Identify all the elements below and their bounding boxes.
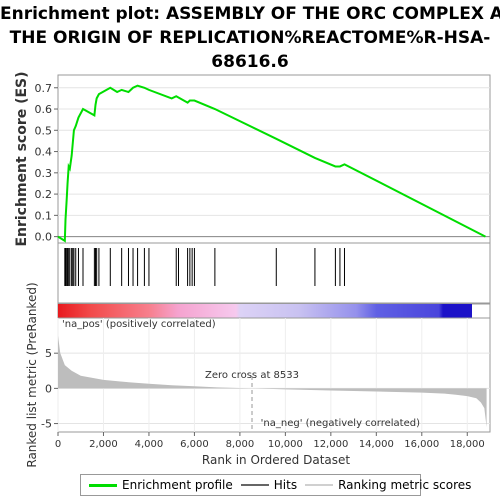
legend-label-hits: Hits	[273, 478, 298, 492]
legend-swatch-hits	[240, 484, 269, 486]
x-tick-label: 0	[55, 439, 61, 450]
x-tick-label: 4,000	[135, 439, 164, 450]
rank-color-gradient	[58, 304, 472, 318]
legend-label-ranking-metric: Ranking metric scores	[338, 478, 472, 492]
legend-item-enrichment-profile: Enrichment profile	[89, 478, 233, 492]
es-y-tick-label: 0.6	[35, 103, 53, 116]
es-y-tick-label: 0.1	[35, 209, 53, 222]
x-tick-label: 6,000	[180, 439, 209, 450]
metric-panel-frame	[57, 317, 491, 433]
negative-correlation-label: 'na_neg' (negatively correlated)	[261, 418, 420, 429]
x-axis-label: Rank in Ordered Dataset	[202, 453, 350, 467]
es-panel-frame	[57, 74, 491, 244]
metric-x-ticks: 0 2,000 4,000 6,000 8,000 10,000 12,000 14,000 1…	[55, 432, 485, 450]
zero-cross-label: Zero cross at 8533	[205, 370, 299, 381]
es-y-tick-label: 0.0	[35, 231, 53, 244]
legend-item-hits: Hits	[240, 478, 298, 492]
x-tick-label: 8,000	[226, 439, 255, 450]
rank-color-bar	[57, 303, 491, 319]
metric-y-ticks: -5 0 5	[41, 347, 58, 431]
es-panel: 0.0 0.1 0.2 0.3 0.4 0.5 0.6 0.7 Enrichment scor…	[14, 71, 491, 247]
legend-swatch-enrichment-profile	[89, 483, 117, 487]
legend-label-enrichment-profile: Enrichment profile	[122, 478, 233, 492]
x-tick-label: 14,000	[359, 439, 394, 450]
es-y-tick-label: 0.7	[35, 82, 53, 95]
hits-panel-frame	[57, 242, 491, 304]
enrichment-profile-line	[57, 84, 486, 243]
positive-correlation-label: 'na_pos' (positively correlated)	[62, 319, 216, 330]
es-y-axis-label: Enrichment score (ES)	[14, 71, 30, 246]
metric-panel: Zero cross at 8533 'na_pos' (positively …	[25, 282, 491, 468]
hits-panel	[57, 242, 491, 304]
chart-title: Enrichment plot: ASSEMBLY OF THE ORC COM…	[0, 2, 500, 74]
metric-y-tick-label: 5	[45, 347, 52, 360]
es-y-tick-label: 0.4	[35, 146, 53, 159]
hit-markers	[64, 248, 345, 286]
enrichment-plot: 0.0 0.1 0.2 0.3 0.4 0.5 0.6 0.7 Enrichment scor…	[14, 71, 491, 468]
es-y-tick-label: 0.2	[35, 188, 53, 201]
es-y-ticks: 0.0 0.1 0.2 0.3 0.4 0.5 0.6 0.7	[35, 82, 58, 244]
x-tick-label: 10,000	[268, 439, 303, 450]
metric-y-axis-label: Ranked list metric (PreRanked)	[25, 282, 39, 467]
x-tick-label: 18,000	[450, 439, 485, 450]
x-tick-label: 16,000	[404, 439, 439, 450]
title-line-1: Enrichment plot: ASSEMBLY OF THE ORC COM…	[0, 4, 500, 24]
x-tick-label: 2,000	[89, 439, 118, 450]
title-line-2: THE ORIGIN OF REPLICATION%REACTOME%R-HSA…	[9, 28, 491, 48]
legend-item-ranking-metric: Ranking metric scores	[305, 478, 471, 492]
metric-y-tick-label: -5	[41, 418, 52, 431]
x-tick-label: 12,000	[313, 439, 348, 450]
title-line-3: 68616.6	[211, 52, 289, 72]
legend-swatch-ranking-metric	[305, 484, 334, 486]
metric-y-tick-label: 0	[45, 382, 52, 395]
es-y-tick-label: 0.3	[35, 167, 53, 180]
es-y-tick-label: 0.5	[35, 124, 53, 137]
legend: Enrichment profile Hits Ranking metric s…	[80, 474, 471, 496]
